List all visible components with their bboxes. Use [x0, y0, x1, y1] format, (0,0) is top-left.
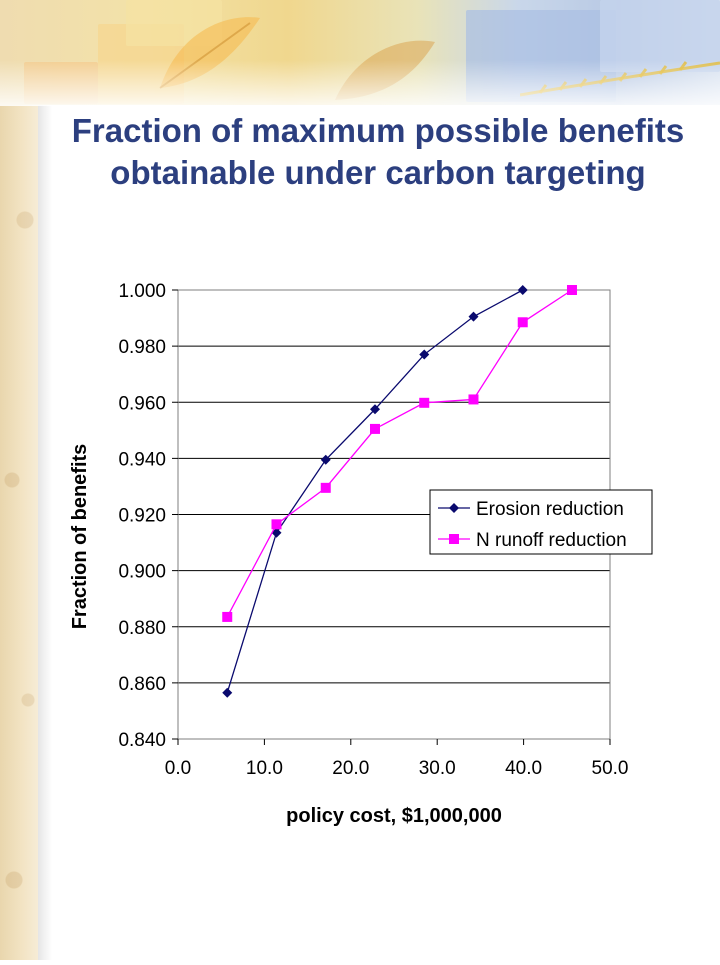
data-point [222, 611, 233, 622]
y-tick-label: 0.940 [118, 449, 166, 470]
data-point [517, 317, 528, 328]
y-tick-label: 0.880 [118, 618, 166, 639]
x-axis-ticks: 0.0 10.0 20.0 30.0 40.0 50.0 [165, 739, 629, 779]
data-point [566, 285, 577, 295]
parchment-strip [0, 0, 38, 960]
decorative-banner [0, 0, 720, 106]
y-tick-label: 0.840 [118, 730, 166, 751]
chart-series [222, 285, 577, 698]
x-tick-label: 0.0 [165, 758, 191, 779]
data-point [419, 397, 430, 408]
data-point [468, 311, 479, 322]
banner-fade [0, 60, 720, 106]
series-erosion-reduction [222, 285, 528, 698]
x-axis-label: policy cost, $1,000,000 [286, 805, 502, 827]
data-point [222, 687, 233, 698]
data-point [517, 285, 528, 295]
x-tick-label: 30.0 [419, 758, 456, 779]
legend-label: N runoff reduction [476, 530, 627, 551]
x-tick-label: 40.0 [505, 758, 542, 779]
slide-title: Fraction of maximum possible benefits ob… [71, 112, 685, 191]
data-point [369, 404, 380, 415]
parchment-shadow [38, 100, 52, 960]
y-axis-label: Fraction of benefits [69, 444, 91, 630]
chart-legend: Erosion reduction N runoff reduction [429, 489, 653, 555]
data-point [271, 519, 282, 530]
x-tick-label: 10.0 [246, 758, 283, 779]
x-tick-label: 20.0 [332, 758, 369, 779]
data-point [320, 482, 331, 493]
series-line [226, 289, 573, 618]
y-tick-label: 0.900 [118, 562, 166, 583]
legend-marker [449, 503, 459, 513]
y-axis-ticks: 0.840 0.860 0.880 0.900 0.920 0.940 0.960 0.980… [118, 281, 178, 751]
y-tick-label: 0.960 [118, 393, 166, 414]
y-tick-label: 0.980 [118, 337, 166, 358]
data-point [468, 394, 479, 405]
legend-marker [449, 534, 459, 544]
legend-label: Erosion reduction [476, 499, 624, 520]
data-point [320, 454, 331, 465]
y-tick-label: 0.860 [118, 674, 166, 695]
x-tick-label: 50.0 [592, 758, 629, 779]
data-point [369, 423, 380, 434]
data-point [419, 349, 430, 360]
legend-box [429, 489, 653, 555]
y-tick-label: 0.920 [118, 506, 166, 527]
y-tick-label: 1.000 [118, 281, 166, 302]
series-n-runoff-reduction [222, 285, 577, 622]
